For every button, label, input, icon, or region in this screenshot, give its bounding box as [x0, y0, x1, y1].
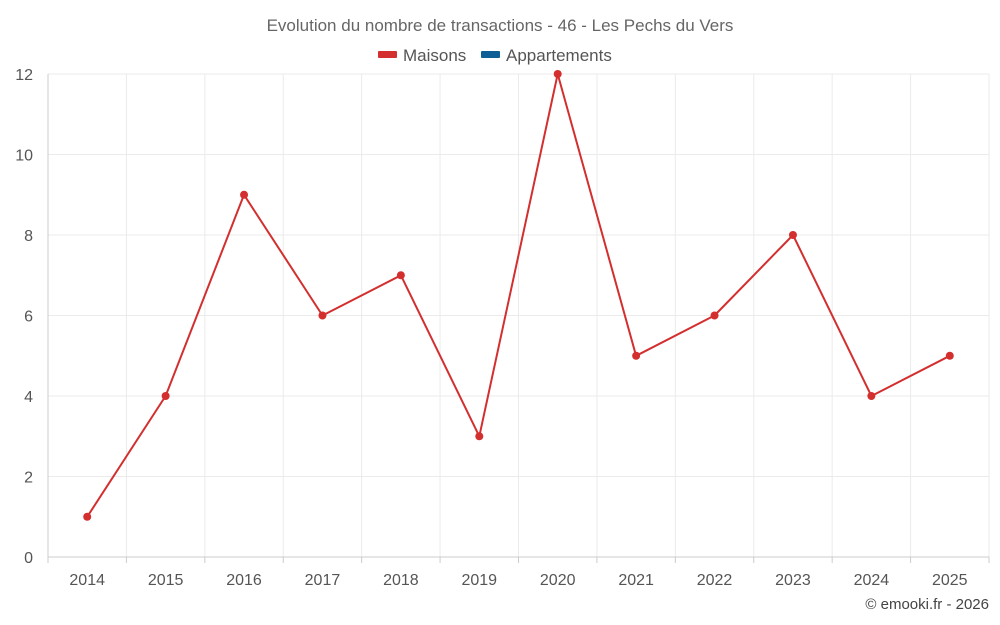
data-point[interactable] [788, 231, 797, 239]
data-point[interactable] [632, 351, 641, 360]
legend-swatch-maisons[interactable] [378, 51, 397, 58]
x-tick-label: 2019 [461, 572, 497, 589]
data-point[interactable] [240, 190, 249, 199]
x-tick-label: 2018 [383, 572, 419, 589]
chart-title: Evolution du nombre de transactions - 46… [267, 16, 734, 35]
legend[interactable]: Maisons Appartements [378, 46, 612, 65]
x-tick-label: 2025 [932, 572, 968, 589]
data-point[interactable] [553, 70, 562, 78]
data-point[interactable] [710, 311, 719, 320]
grid [47, 73, 990, 557]
y-tick-label: 4 [24, 389, 33, 406]
legend-label-maisons[interactable]: Maisons [403, 46, 466, 65]
legend-label-appartements[interactable]: Appartements [506, 46, 612, 65]
x-tick-label: 2014 [69, 572, 105, 589]
data-point[interactable] [161, 392, 170, 400]
y-tick-label: 2 [24, 470, 33, 487]
x-tick-label: 2021 [618, 572, 654, 589]
y-tick-label: 10 [15, 148, 33, 165]
x-tick-label: 2024 [854, 572, 890, 589]
y-tick-label: 8 [24, 228, 33, 245]
y-tick-label: 6 [24, 309, 33, 326]
x-axis-ticks: 2014 2015 2016 2017 2018 2019 2020 2021 2022 2023… [69, 572, 967, 589]
x-tick-label: 2016 [226, 572, 262, 589]
data-point[interactable] [945, 351, 954, 360]
legend-swatch-appartements[interactable] [481, 51, 500, 58]
x-tick-label: 2023 [775, 572, 811, 589]
data-point[interactable] [475, 432, 484, 441]
x-tick-label: 2017 [305, 572, 341, 589]
data-point[interactable] [396, 271, 405, 280]
data-point[interactable] [83, 512, 92, 521]
series-line-maisons [86, 73, 951, 518]
y-axis-ticks: 0 2 4 6 8 10 12 [15, 67, 33, 567]
data-point[interactable] [318, 311, 327, 320]
y-tick-label: 0 [24, 550, 33, 567]
series [83, 70, 954, 521]
x-tick-label: 2022 [697, 572, 733, 589]
credit-text: © emooki.fr - 2026 [865, 596, 989, 613]
axes [47, 74, 990, 563]
x-tick-label: 2020 [540, 572, 576, 589]
y-tick-label: 12 [15, 67, 33, 84]
data-point[interactable] [867, 392, 876, 400]
x-tick-label: 2015 [148, 572, 184, 589]
